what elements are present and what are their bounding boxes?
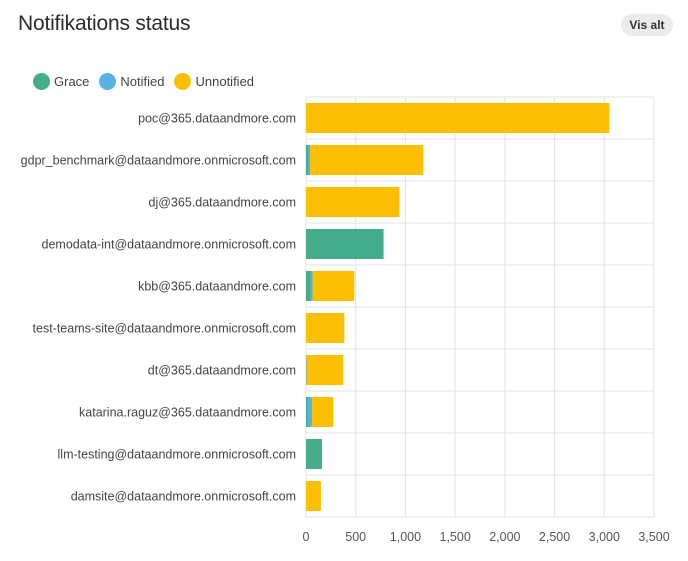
legend-item-grace[interactable]: Grace [33, 72, 90, 90]
legend-item-unnotified[interactable]: Unnotified [174, 72, 255, 90]
x-tick-label: 500 [345, 530, 366, 544]
bar-segment-unnotified [306, 187, 400, 217]
bar-segment-unnotified [306, 103, 610, 133]
y-tick-label: llm-testing@dataandmore.onmicrosoft.com [58, 448, 296, 462]
x-tick-label: 3,500 [638, 530, 669, 544]
bar-segment-grace [306, 397, 308, 427]
y-tick-label: demodata-int@dataandmore.onmicrosoft.com [42, 238, 296, 252]
bar-end-cap [337, 355, 344, 385]
bar-end-cap [314, 481, 321, 511]
bar-segment-notified [307, 397, 312, 427]
bar-end-cap [393, 187, 400, 217]
y-tick-label: poc@365.dataandmore.com [138, 112, 296, 126]
legend-swatch-notified [99, 72, 117, 90]
bar-segment-unnotified [306, 355, 344, 385]
x-tick-label: 2,000 [489, 530, 520, 544]
legend: Grace Notified Unnotified [33, 72, 264, 90]
y-tick-label: katarina.raguz@365.dataandmore.com [79, 406, 296, 420]
bar-segment-grace [306, 229, 384, 259]
legend-swatch-unnotified [174, 72, 192, 90]
legend-item-notified[interactable]: Notified [99, 72, 165, 90]
bar-segment-unnotified [309, 145, 424, 175]
legend-label-unnotified: Unnotified [195, 73, 255, 89]
x-tick-label: 2,500 [539, 530, 570, 544]
bar-segment-notified [307, 145, 310, 175]
bar-end-cap [327, 397, 334, 427]
chart-title: Notifikations status [18, 12, 191, 35]
y-tick-label: test-teams-site@dataandmore.onmicrosoft.… [33, 322, 296, 336]
bar-end-cap [338, 313, 345, 343]
y-tick-label: dj@365.dataandmore.com [149, 196, 297, 210]
bar-segment-grace [306, 271, 311, 301]
y-tick-label: kbb@365.dataandmore.com [138, 280, 296, 294]
bar-segment-unnotified [306, 313, 345, 343]
x-tick-label: 1,000 [390, 530, 421, 544]
y-tick-label: gdpr_benchmark@dataandmore.onmicrosoft.c… [21, 154, 296, 168]
bar-end-cap [603, 103, 610, 133]
y-tick-label: dt@365.dataandmore.com [148, 364, 296, 378]
bar-end-cap [315, 439, 322, 469]
vis-alt-button[interactable]: Vis alt [621, 14, 673, 36]
y-tick-label: damsite@dataandmore.onmicrosoft.com [71, 490, 296, 504]
x-tick-label: 3,000 [589, 530, 620, 544]
legend-swatch-grace [33, 72, 50, 90]
legend-label-grace: Grace [54, 73, 90, 89]
x-tick-label: 1,500 [440, 530, 471, 544]
legend-label-notified: Notified [120, 73, 165, 89]
bar-end-cap [348, 271, 355, 301]
x-tick-label: 0 [303, 530, 310, 544]
bar-end-cap [377, 229, 384, 259]
bar-segment-grace [306, 145, 308, 175]
bar-end-cap [417, 145, 424, 175]
bar-segment-unnotified [312, 271, 355, 301]
bar-segment-notified [310, 271, 313, 301]
